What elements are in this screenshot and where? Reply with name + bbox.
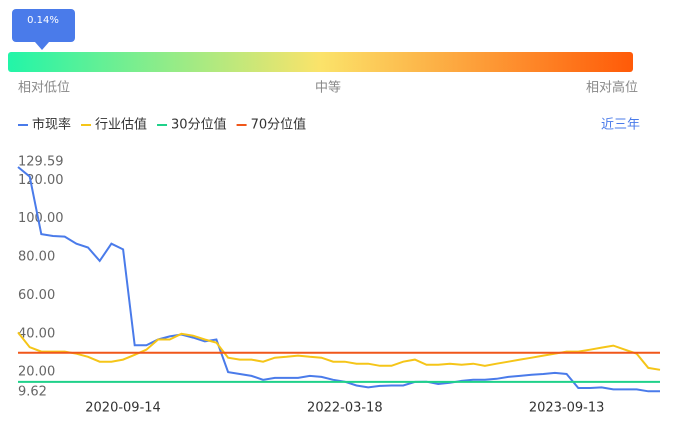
y-tick-label: 100.00 xyxy=(18,211,64,226)
gauge-bar xyxy=(8,52,633,72)
gauge-marker xyxy=(12,9,75,42)
y-tick-label: 120.00 xyxy=(18,173,64,188)
legend-label: 70分位值 xyxy=(251,117,307,133)
y-tick-label: 80.00 xyxy=(18,250,55,265)
y-tick-label: 40.00 xyxy=(18,326,55,341)
gauge-mid-label: 中等 xyxy=(315,80,341,96)
y-tick-label: 60.00 xyxy=(18,288,55,303)
legend-label: 30分位值 xyxy=(171,117,227,133)
gauge-pointer xyxy=(35,42,49,50)
gauge-high-label: 相对高位 xyxy=(586,80,638,96)
series-line xyxy=(17,331,661,371)
x-tick-label: 2020-09-14 xyxy=(85,401,161,416)
gauge-low-label: 相对低位 xyxy=(18,81,70,96)
y-tick-label: 20.00 xyxy=(18,365,55,380)
legend-label: 市现率 xyxy=(32,117,71,133)
y-tick-label: 9.62 xyxy=(18,385,47,400)
x-tick-label: 2022-03-18 xyxy=(307,401,383,416)
legend-label: 行业估值 xyxy=(95,117,147,133)
range-link[interactable]: 近三年 xyxy=(601,118,640,133)
x-tick-label: 2023-09-13 xyxy=(529,401,605,416)
y-tick-label: 129.59 xyxy=(18,155,64,170)
series-line xyxy=(17,166,660,393)
gauge-marker-label: 0.14% xyxy=(27,15,59,26)
